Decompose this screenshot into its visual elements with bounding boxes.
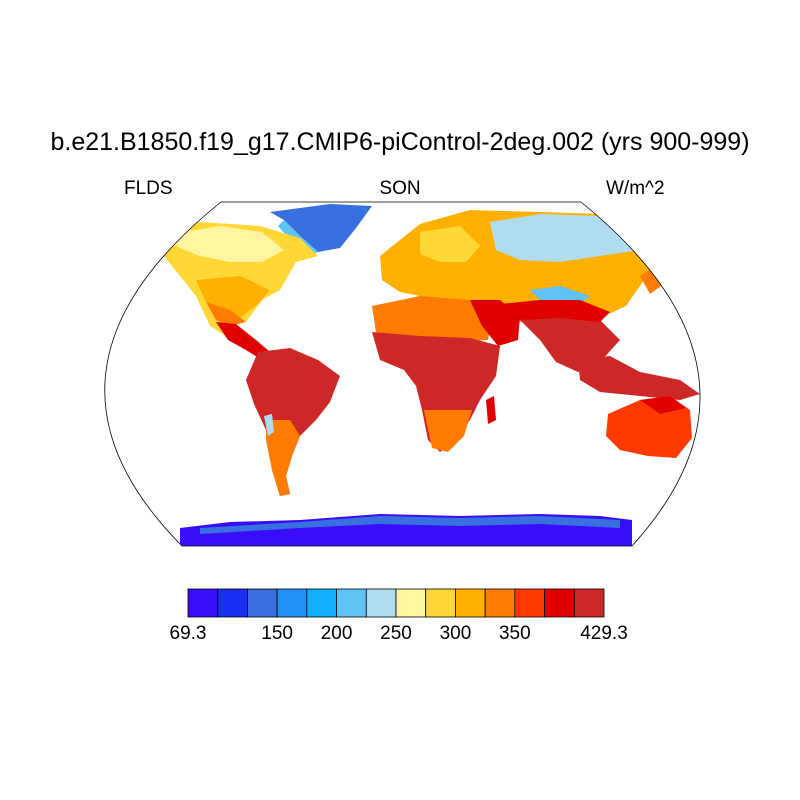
africa-north <box>372 296 492 342</box>
north-america-south <box>206 302 246 326</box>
australia-north <box>640 396 686 414</box>
north-america-north <box>160 226 284 262</box>
colorbar-box <box>336 588 367 618</box>
colorbar-tick-label: 429.3 <box>580 623 628 644</box>
colorbar-box <box>306 588 337 618</box>
south-america-south <box>266 420 300 496</box>
arabia <box>470 300 520 346</box>
plot-title: b.e21.B1850.f19_g17.CMIP6-piControl-2deg… <box>50 128 750 156</box>
map-boundary <box>104 201 701 547</box>
central-america <box>216 322 270 360</box>
colorbar-box <box>276 588 308 618</box>
europe-warm <box>420 226 480 262</box>
colorbar-box <box>425 588 456 618</box>
colorbar-tick-label: 250 <box>380 623 412 644</box>
greenland <box>270 204 372 252</box>
colorbar-tick-label: 350 <box>498 623 531 644</box>
south-america <box>246 348 340 496</box>
colorbar-tick-label: 200 <box>320 623 353 644</box>
colorbar-box <box>217 588 248 618</box>
units-label: W/m^2 <box>606 178 665 199</box>
season-label: SON <box>379 178 421 199</box>
colorbar-box <box>247 588 278 618</box>
colorbar-box <box>573 588 605 618</box>
colorbar-box <box>544 588 575 618</box>
colorbar-box <box>187 588 219 618</box>
colorbar-tick-label: 69.3 <box>169 623 207 644</box>
variable-label: FLDS <box>124 178 173 199</box>
andes-cool <box>264 414 274 436</box>
colorbar-box <box>455 588 486 618</box>
colorbar-tick-label: 300 <box>439 623 472 644</box>
colorbar-box <box>395 588 427 618</box>
maritime-continent <box>578 356 700 400</box>
colorbar-box <box>484 588 516 618</box>
colorbar-box <box>514 588 545 618</box>
madagascar <box>486 396 496 424</box>
colorbar-box <box>365 588 397 618</box>
south-asia-edge <box>500 300 610 322</box>
colorbar-tick-label: 150 <box>261 623 293 644</box>
africa-south <box>424 410 472 452</box>
antarctica-edge <box>200 516 620 534</box>
